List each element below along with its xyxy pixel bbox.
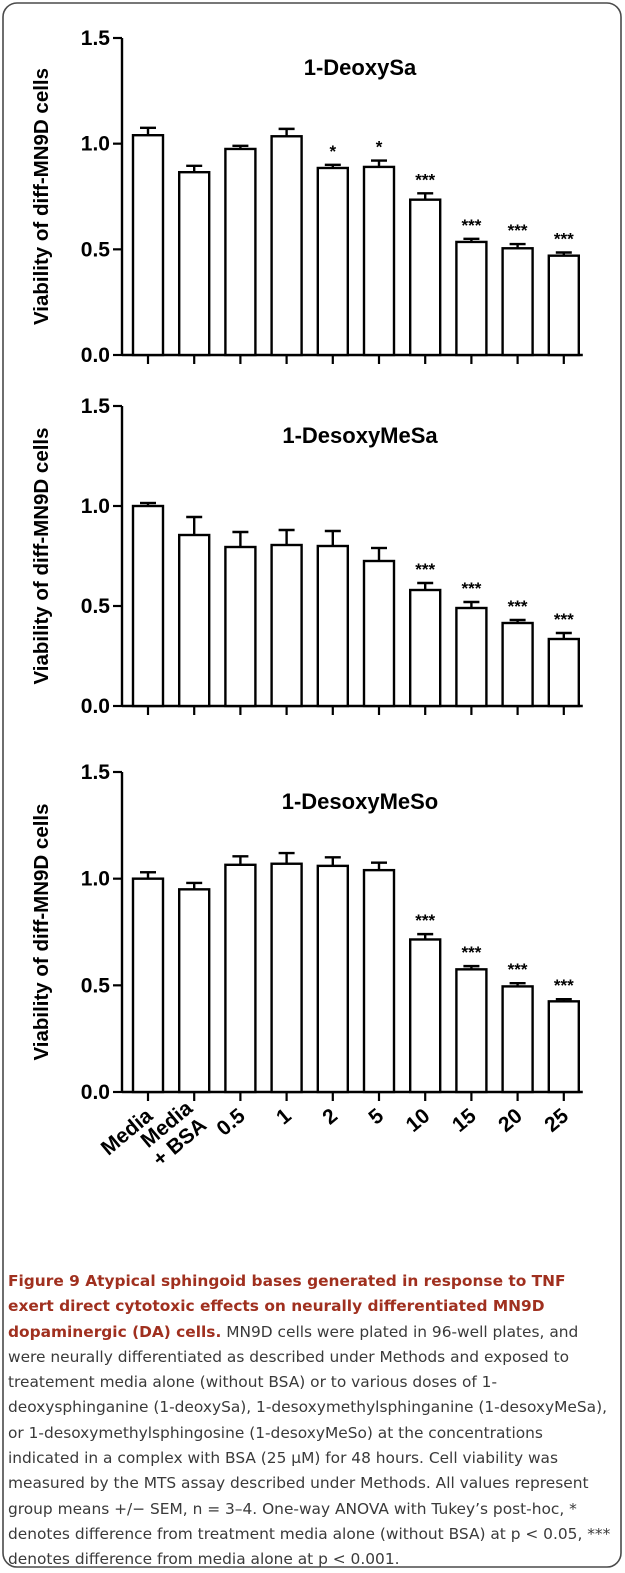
bar-9 bbox=[501, 247, 534, 357]
significance-mark: *** bbox=[508, 960, 528, 979]
bar-6 bbox=[362, 165, 396, 357]
chart-panel-2: 0.0 0.5 1.0 1.5 Viability of diff-MN9D cells… bbox=[30, 395, 583, 718]
y-axis-label: Viability of diff-MN9D cells bbox=[30, 427, 53, 684]
bar-1 bbox=[131, 134, 165, 357]
y-tick-label: 0.5 bbox=[81, 974, 111, 997]
x-tick-label: 1 bbox=[272, 1104, 296, 1129]
significance-mark: *** bbox=[554, 610, 574, 629]
bar-2 bbox=[177, 533, 211, 708]
bar-8 bbox=[455, 240, 488, 357]
significance-mark: *** bbox=[554, 230, 574, 249]
x-tick-label: Media+ BSA bbox=[134, 1096, 211, 1171]
bar-7 bbox=[409, 938, 442, 1094]
bar-5 bbox=[316, 166, 349, 357]
bar-4 bbox=[270, 543, 303, 708]
bar-2 bbox=[177, 170, 211, 357]
significance-mark: *** bbox=[461, 943, 481, 962]
significance-mark: *** bbox=[461, 579, 481, 598]
x-tick-label: 2 bbox=[318, 1104, 342, 1129]
y-axis-label: Viability of diff-MN9D cells bbox=[30, 68, 53, 325]
bar-3 bbox=[224, 545, 257, 708]
bar-9 bbox=[501, 621, 534, 708]
figure-caption: Figure 9 Atypical sphingoid bases genera… bbox=[8, 1269, 616, 1573]
bar-8 bbox=[455, 968, 488, 1094]
y-tick-label: 0.5 bbox=[81, 238, 111, 261]
y-tick-label: 1.5 bbox=[81, 761, 111, 784]
bar-3 bbox=[224, 147, 257, 357]
bar-2 bbox=[177, 888, 211, 1094]
y-tick-label: 0.0 bbox=[81, 344, 110, 367]
bar-3 bbox=[224, 863, 257, 1094]
bar-8 bbox=[455, 606, 488, 708]
chart-panel-1: 0.0 0.5 1.0 1.5 Viability of diff-MN9D cells… bbox=[30, 27, 583, 367]
y-axis-label: Viability of diff-MN9D cells bbox=[30, 803, 53, 1060]
bar-4 bbox=[270, 135, 303, 357]
bar-1 bbox=[131, 877, 165, 1094]
y-tick-label: 1.0 bbox=[81, 495, 110, 518]
significance-mark: * bbox=[329, 142, 336, 161]
bar-10 bbox=[547, 637, 580, 708]
x-tick-label: 25 bbox=[540, 1104, 573, 1137]
y-tick-label: 1.5 bbox=[81, 395, 111, 418]
bar-9 bbox=[501, 985, 534, 1094]
y-tick-label: 1.5 bbox=[81, 27, 111, 50]
chart-title: 1-DeoxySa bbox=[304, 55, 417, 80]
significance-mark: *** bbox=[415, 560, 435, 579]
significance-mark: *** bbox=[461, 216, 481, 235]
significance-mark: *** bbox=[415, 911, 435, 930]
x-tick-label: 15 bbox=[448, 1104, 481, 1137]
significance-mark: *** bbox=[554, 976, 574, 995]
bar-5 bbox=[316, 544, 349, 708]
significance-mark: *** bbox=[415, 170, 435, 189]
chart-panel-3: 0.0 0.5 1.0 1.5 Viability of diff-MN9D cells… bbox=[30, 761, 583, 1171]
y-tick-label: 1.0 bbox=[81, 868, 110, 891]
bar-10 bbox=[547, 1000, 580, 1094]
charts-area: 0.0 0.5 1.0 1.5 Viability of diff-MN9D cells… bbox=[30, 27, 583, 1171]
bar-7 bbox=[409, 588, 442, 708]
bar-1 bbox=[131, 504, 165, 708]
caption-body: MN9D cells were plated in 96-well plates… bbox=[8, 1322, 611, 1569]
chart-title: 1-DesoxyMeSa bbox=[282, 423, 438, 448]
x-tick-label: 5 bbox=[364, 1104, 388, 1129]
bar-6 bbox=[362, 559, 396, 708]
chart-title: 1-DesoxyMeSo bbox=[282, 789, 439, 814]
bar-6 bbox=[362, 868, 396, 1094]
significance-mark: *** bbox=[508, 221, 528, 240]
significance-mark: *** bbox=[508, 597, 528, 616]
y-tick-label: 0.0 bbox=[81, 1081, 110, 1104]
significance-mark: * bbox=[376, 138, 383, 157]
caption-lead: Figure 9 Atypical sphingoid bases genera… bbox=[8, 1272, 566, 1341]
y-tick-label: 0.0 bbox=[81, 695, 110, 718]
x-tick-label: 10 bbox=[402, 1104, 435, 1137]
bar-5 bbox=[316, 864, 349, 1094]
y-tick-label: 1.0 bbox=[81, 133, 110, 156]
y-tick-label: 0.5 bbox=[81, 595, 111, 618]
x-tick-label: 0.5 bbox=[212, 1104, 249, 1141]
bar-10 bbox=[547, 254, 580, 357]
x-tick-label: 20 bbox=[494, 1104, 527, 1137]
bar-7 bbox=[409, 198, 442, 357]
bar-4 bbox=[270, 862, 303, 1094]
